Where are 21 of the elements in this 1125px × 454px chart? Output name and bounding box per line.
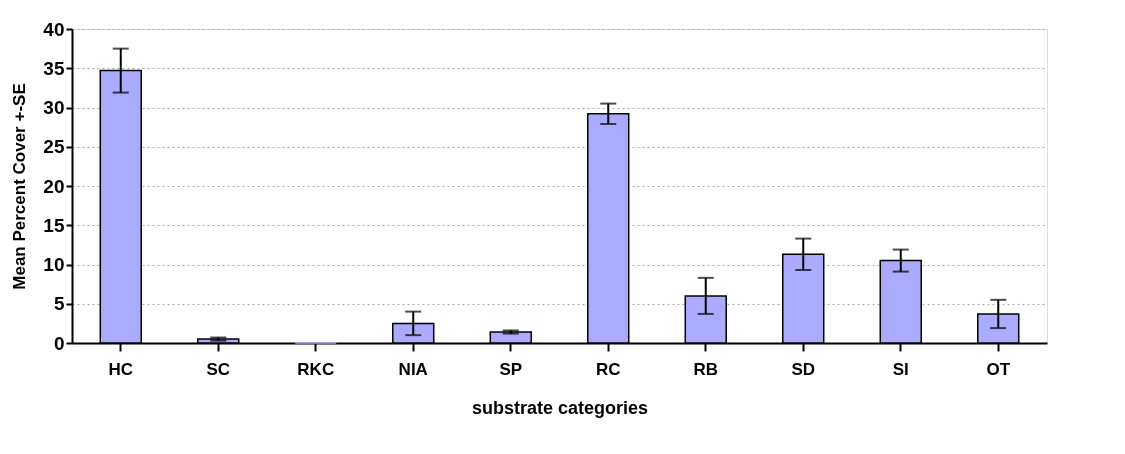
y-tick-label: 0 <box>53 332 65 354</box>
y-tick-label: 10 <box>43 254 65 275</box>
x-tick-label: SI <box>892 359 909 379</box>
y-tick-label: 15 <box>43 214 65 236</box>
y-tick-label: 5 <box>53 293 65 315</box>
x-tick-label: RC <box>595 359 621 379</box>
y-tick-label: 20 <box>43 175 65 197</box>
y-axis-title: Mean Percent Cover +-SE <box>10 83 30 290</box>
x-tick-label: SP <box>499 359 523 379</box>
x-tick-label: SD <box>791 359 816 379</box>
y-tick-label: 40 <box>43 18 65 40</box>
x-tick-label: SC <box>206 359 231 379</box>
y-tick-label: 25 <box>43 136 65 158</box>
x-tick-label: RKC <box>297 359 335 379</box>
y-tick-label: 35 <box>43 57 65 79</box>
x-axis-title: substrate categories <box>471 397 649 418</box>
x-tick-label: NIA <box>398 359 428 379</box>
x-tick-label: OT <box>986 359 1011 379</box>
x-tick-label: HC <box>108 359 134 379</box>
y-tick-label: 30 <box>43 97 65 118</box>
x-tick-label: RB <box>693 359 719 379</box>
